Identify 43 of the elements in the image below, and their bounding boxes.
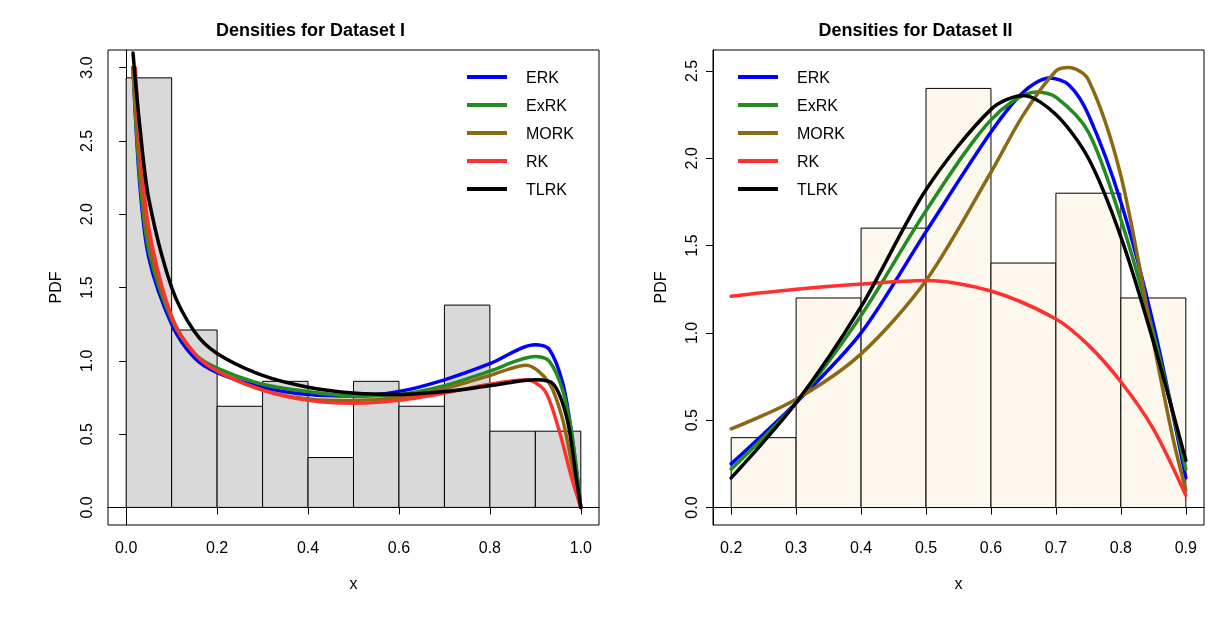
y-tick-label: 1.0 — [682, 321, 700, 345]
legend-label: TLRK — [797, 180, 839, 198]
x-axis-title: x — [954, 574, 963, 592]
legend-label: ERK — [797, 68, 831, 86]
legend-label: ERK — [526, 68, 560, 86]
y-tick-label: 1.0 — [77, 349, 95, 372]
x-tick-label: 0.6 — [979, 538, 1003, 556]
y-tick-label: 0.5 — [682, 409, 700, 432]
legend-label: RK — [526, 152, 549, 170]
y-tick-label: 1.5 — [682, 234, 700, 257]
x-tick-label: 0.9 — [1174, 538, 1198, 556]
x-tick-label: 0.3 — [785, 538, 808, 556]
y-tick-label: 2.5 — [77, 129, 95, 153]
legend-label: ExRK — [797, 96, 839, 114]
y-tick-label: 1.5 — [77, 276, 95, 299]
x-tick-label: 0.4 — [296, 538, 320, 556]
x-tick-label: 0.2 — [720, 538, 743, 556]
legend-label: TLRK — [526, 180, 568, 198]
x-tick-label: 0.2 — [205, 538, 229, 556]
x-tick-label: 0.0 — [115, 538, 138, 556]
y-tick-label: 0.0 — [77, 496, 95, 519]
legend-label: MORK — [797, 124, 846, 142]
chart-title: Densities for Dataset I — [215, 20, 406, 40]
y-tick-label: 2.0 — [682, 147, 700, 170]
x-axis-title: x — [349, 574, 358, 592]
legend-label: MORK — [526, 124, 575, 142]
y-tick-label: 2.5 — [682, 59, 700, 83]
y-tick-label: 0.0 — [682, 496, 700, 519]
x-tick-label: 0.5 — [914, 538, 938, 556]
y-axis-title: PDF — [46, 271, 64, 304]
legend-label: RK — [797, 152, 820, 170]
y-tick-label: 2.0 — [77, 202, 95, 226]
x-tick-label: 0.7 — [1044, 538, 1068, 556]
x-tick-label: 0.8 — [478, 538, 502, 556]
y-tick-label: 3.0 — [77, 56, 95, 79]
legend-label: ExRK — [526, 96, 568, 114]
x-tick-label: 0.8 — [1109, 538, 1133, 556]
y-axis-title: PDF — [651, 271, 669, 304]
x-tick-label: 1.0 — [569, 538, 593, 556]
x-tick-label: 0.6 — [387, 538, 411, 556]
chart-title: Densities for Dataset II — [818, 20, 1013, 40]
y-tick-label: 0.5 — [77, 422, 95, 446]
x-tick-label: 0.4 — [849, 538, 873, 556]
